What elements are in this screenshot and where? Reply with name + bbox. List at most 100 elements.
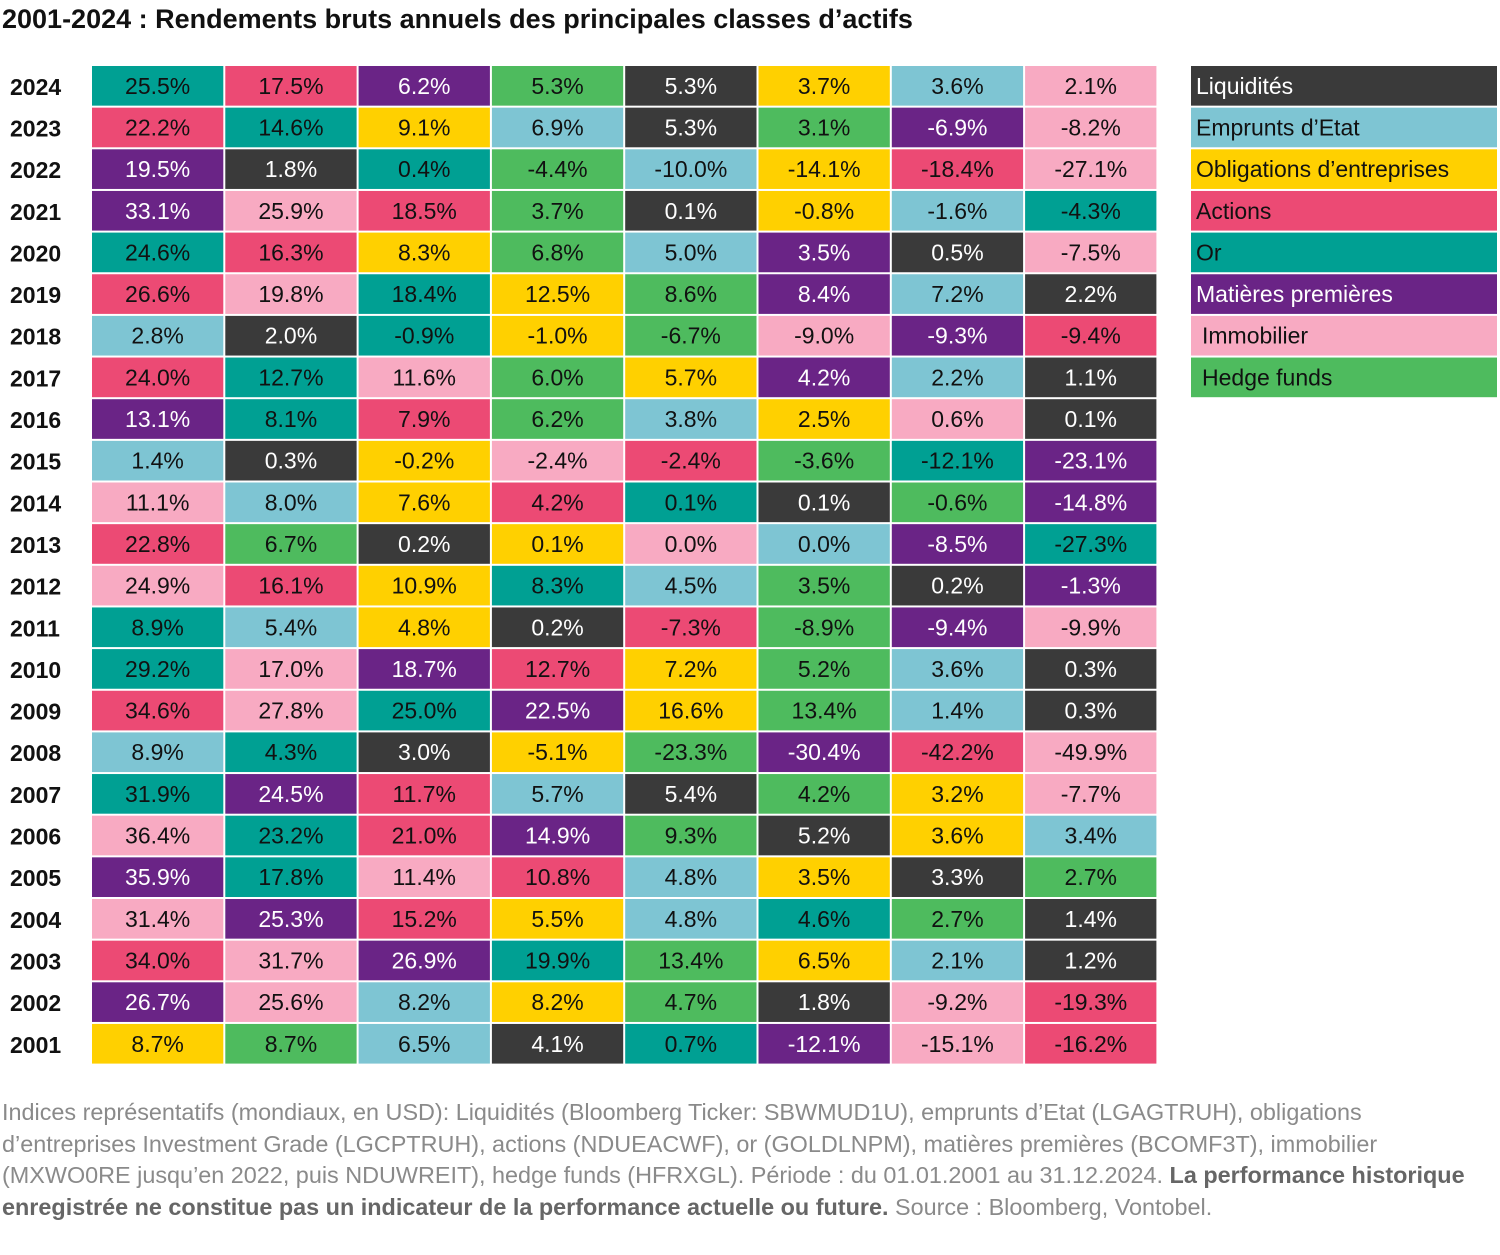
cell-2023-2: 14.6% (225, 107, 357, 148)
cell-value: 19.9% (525, 947, 590, 973)
cell-rect (891, 524, 1024, 564)
cell-value: -42.2% (921, 739, 994, 765)
cell-2021-7: -1.6% (891, 190, 1024, 231)
cell-2016-6: 2.5% (758, 399, 890, 439)
cell-rect (92, 940, 224, 981)
cell-rect (491, 107, 624, 148)
cell-value: 11.4% (392, 864, 456, 890)
cell-2016-8: 0.1% (1025, 399, 1157, 439)
cell-2016-1: 13.1% (92, 399, 224, 439)
cell-value: -8.5% (927, 531, 987, 557)
cell-2012-1: 24.9% (92, 565, 224, 606)
cell-2015-6: -3.6% (758, 440, 890, 481)
cell-2024-1: 25.5% (92, 66, 224, 106)
cell-value: -6.7% (661, 323, 721, 349)
cell-value: -1.6% (927, 198, 987, 224)
cell-value: 2.5% (798, 406, 850, 432)
cell-value: 6.0% (531, 364, 583, 390)
cell-2023-5: 5.3% (625, 107, 757, 148)
cell-2011-1: 8.9% (92, 607, 224, 648)
cell-rect (225, 440, 357, 481)
cell-value: 18.4% (392, 281, 457, 307)
cell-rect (491, 982, 624, 1022)
cell-2004-5: 4.8% (625, 899, 757, 939)
cell-2010-1: 29.2% (92, 649, 224, 689)
cell-value: 7.2% (931, 281, 983, 307)
cell-value: 6.7% (265, 531, 317, 557)
cell-2020-8: -7.5% (1025, 232, 1157, 273)
cell-value: 4.8% (665, 864, 717, 890)
cell-rect (891, 649, 1024, 689)
legend-label: Immobilier (1202, 323, 1308, 349)
legend-swatch (1191, 107, 1497, 148)
cell-value: -4.4% (528, 156, 588, 182)
cell-rect (92, 815, 224, 856)
legend-label: Or (1196, 239, 1222, 265)
cell-rect (1025, 66, 1157, 106)
cell-rect (358, 357, 490, 398)
cell-value: 16.3% (258, 239, 323, 265)
cell-value: -9.3% (927, 323, 987, 349)
cell-2024-6: 3.7% (758, 66, 890, 106)
cell-2006-5: 9.3% (625, 815, 757, 856)
cell-2006-8: 3.4% (1025, 815, 1157, 856)
cell-value: 1.1% (1065, 364, 1117, 390)
cell-rect (1025, 690, 1157, 731)
year-label-2005: 2005 (10, 865, 61, 891)
cell-value: 0.0% (798, 531, 850, 557)
cell-2010-8: 0.3% (1025, 649, 1157, 689)
legend-item-G: Or (1191, 232, 1497, 273)
cell-2019-5: 8.6% (625, 274, 757, 314)
legend-swatch (1191, 66, 1497, 106)
cell-2013-8: -27.3% (1025, 524, 1157, 564)
cell-value: 6.5% (798, 947, 850, 973)
cell-value: 11.6% (392, 364, 456, 390)
cell-value: -27.3% (1054, 531, 1127, 557)
cell-value: 8.4% (798, 281, 850, 307)
cell-2008-3: 3.0% (358, 732, 490, 773)
cell-rect (491, 190, 624, 231)
cell-2018-1: 2.8% (92, 315, 224, 356)
cell-value: 25.6% (258, 989, 323, 1015)
cell-value: 0.4% (398, 156, 450, 182)
cell-2001-1: 8.7% (92, 1023, 224, 1064)
cell-rect (358, 107, 490, 148)
cell-rect (625, 940, 757, 981)
cell-value: -8.2% (1061, 114, 1121, 140)
cell-rect (358, 982, 490, 1022)
cell-value: 3.2% (931, 781, 983, 807)
cell-rect (491, 857, 624, 897)
cell-2017-3: 11.6% (358, 357, 490, 398)
cell-2015-3: -0.2% (358, 440, 490, 481)
legend-swatch (1191, 274, 1497, 314)
cell-value: 3.3% (931, 864, 983, 890)
cell-value: 6.2% (531, 406, 583, 432)
year-label-2019: 2019 (10, 282, 61, 308)
cell-2008-5: -23.3% (625, 732, 757, 773)
cell-value: 3.5% (798, 239, 850, 265)
cell-2012-3: 10.9% (358, 565, 490, 606)
cell-value: -16.2% (1054, 1031, 1127, 1057)
legend-item-I: Immobilier (1191, 315, 1497, 356)
cell-2011-4: 0.2% (491, 607, 624, 648)
cell-2010-2: 17.0% (225, 649, 357, 689)
cell-value: -27.1% (1054, 156, 1127, 182)
cell-value: 1.4% (931, 698, 983, 724)
cell-value: 25.3% (258, 906, 323, 932)
year-label-2020: 2020 (10, 240, 61, 266)
cell-rect (92, 690, 224, 731)
cell-value: 4.8% (398, 614, 450, 640)
cell-2015-8: -23.1% (1025, 440, 1157, 481)
cell-value: 0.2% (931, 573, 983, 599)
cell-value: 9.3% (665, 823, 717, 849)
cell-2012-5: 4.5% (625, 565, 757, 606)
cell-2024-5: 5.3% (625, 66, 757, 106)
cell-2004-8: 1.4% (1025, 899, 1157, 939)
cell-rect (491, 232, 624, 273)
cell-value: 18.7% (392, 656, 457, 682)
year-label-2007: 2007 (10, 782, 61, 808)
cell-2022-7: -18.4% (891, 149, 1024, 189)
cell-value: -9.0% (794, 323, 854, 349)
cell-value: -5.1% (528, 739, 588, 765)
cell-rect (225, 982, 357, 1022)
